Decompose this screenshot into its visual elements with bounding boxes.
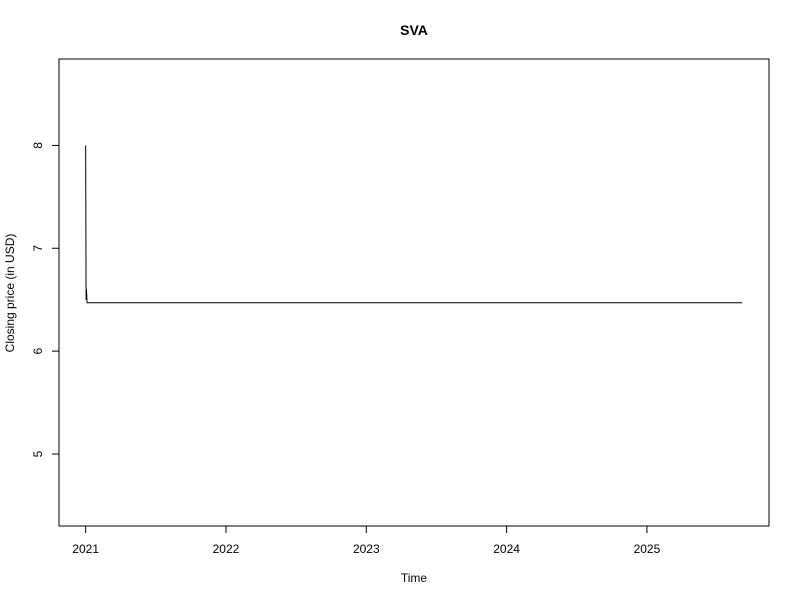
chart-title: SVA (400, 22, 428, 38)
x-tick-label: 2021 (72, 542, 99, 556)
y-tick-label: 8 (31, 142, 45, 149)
x-tick-label: 2022 (213, 542, 240, 556)
y-axis-label: Closing price (in USD) (3, 234, 17, 353)
series-line-sva (85, 145, 743, 304)
y-tick-label: 7 (31, 245, 45, 252)
x-axis: 2021 2022 2023 2024 2025 (72, 526, 661, 556)
plot-frame (58, 58, 770, 527)
x-axis-label: Time (401, 571, 428, 585)
x-tick-label: 2023 (353, 542, 380, 556)
x-tick-label: 2025 (634, 542, 661, 556)
y-tick-label: 5 (31, 450, 45, 457)
series-layer (85, 145, 743, 304)
y-tick-label: 6 (31, 347, 45, 354)
y-axis: 5 6 7 8 (31, 142, 59, 457)
x-tick-label: 2024 (493, 542, 520, 556)
